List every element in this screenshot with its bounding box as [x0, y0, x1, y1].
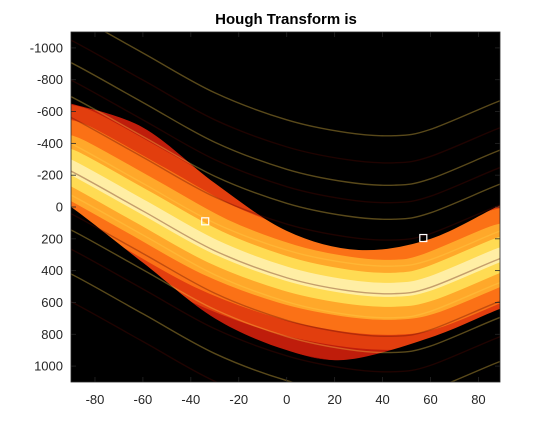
streak-2 — [71, 61, 500, 187]
x-tick-label: -40 — [181, 392, 200, 407]
streak-6 — [71, 142, 500, 267]
streak-10 — [71, 229, 500, 354]
peak-marker-1 — [419, 233, 428, 243]
intensity-layer-5 — [71, 159, 500, 297]
plot-area — [71, 32, 500, 382]
mask-above-band — [71, 32, 500, 251]
y-tick-label: -200 — [37, 168, 63, 183]
mask-below-band — [71, 207, 500, 382]
y-tick-label: 400 — [41, 263, 63, 278]
x-tick-label: 60 — [423, 392, 437, 407]
streak-1 — [71, 39, 500, 164]
streak-12 — [71, 273, 500, 382]
y-tick-label: 800 — [41, 327, 63, 342]
streak-4 — [71, 95, 500, 221]
y-tick-label: 1000 — [34, 359, 63, 374]
streak-0 — [104, 32, 500, 137]
y-tick-label: 200 — [41, 231, 63, 246]
streak-13 — [71, 300, 219, 382]
y-tick-label: -400 — [37, 136, 63, 151]
peak-marker-0 — [201, 217, 210, 226]
chart-title: Hough Transform is — [215, 11, 357, 28]
y-tick-label: 0 — [56, 200, 63, 215]
streak-9 — [71, 212, 500, 338]
x-tick-label: -80 — [86, 392, 105, 407]
y-tick-label: -800 — [37, 72, 63, 87]
streak-3 — [71, 79, 500, 204]
y-tick-label: 600 — [41, 295, 63, 310]
streak-7 — [71, 170, 500, 295]
x-tick-label: 20 — [327, 392, 341, 407]
streak-11 — [71, 248, 500, 373]
y-tick-label: -600 — [37, 104, 63, 119]
x-tick-label: 0 — [283, 392, 290, 407]
y-tick-label: -1000 — [30, 40, 63, 55]
heatmap-layer — [71, 32, 500, 382]
axes: -80 -60 -40 -20 0 20 40 60 80-1000-800-600-400-2… — [30, 31, 501, 407]
streak-8 — [71, 194, 500, 319]
x-tick-label: 80 — [471, 392, 485, 407]
x-tick-label: 40 — [375, 392, 389, 407]
x-tick-label: -60 — [134, 392, 153, 407]
x-tick-label: -20 — [229, 392, 248, 407]
streak-5 — [71, 116, 500, 241]
